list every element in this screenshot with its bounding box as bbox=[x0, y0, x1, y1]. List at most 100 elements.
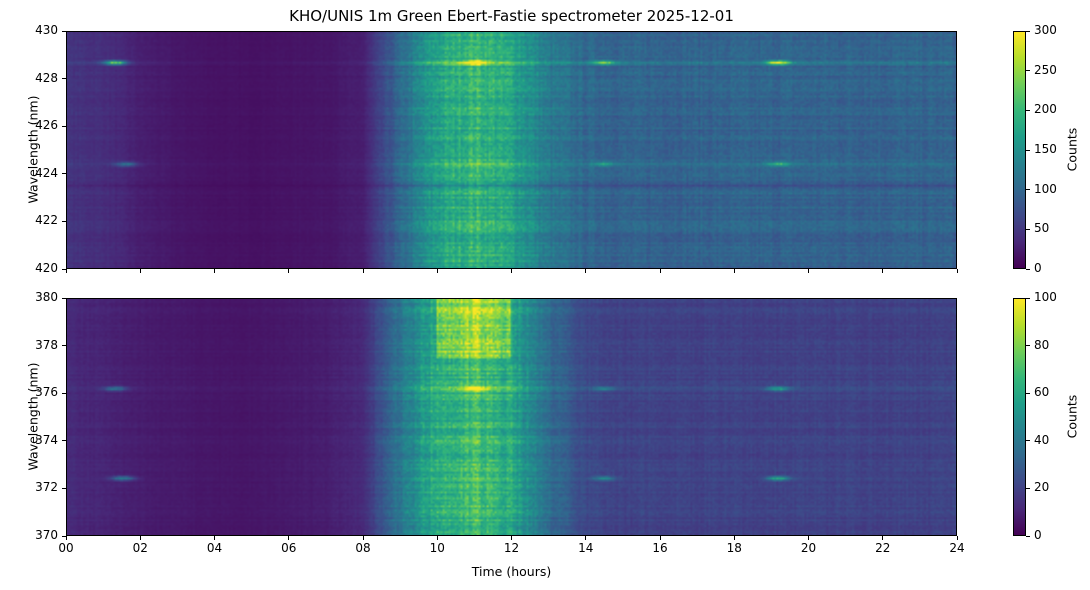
x-tick-mark bbox=[65, 269, 67, 273]
colorbar-tick-label: 100 bbox=[1034, 181, 1057, 196]
colorbar-label-top: Counts bbox=[1064, 127, 1080, 172]
colorbar-tick-label: 300 bbox=[1034, 23, 1057, 37]
y-tick-label: 430 bbox=[35, 23, 58, 37]
x-tick-mark bbox=[585, 269, 587, 273]
colorbar-tick-mark bbox=[1026, 487, 1030, 489]
x-axis-label: Time (hours) bbox=[471, 564, 552, 579]
heatmap-bottom-panel bbox=[66, 298, 957, 536]
colorbar-tick-label: 150 bbox=[1034, 142, 1057, 156]
y-tick-mark bbox=[62, 220, 66, 222]
colorbar-tick-label: 250 bbox=[1034, 62, 1057, 77]
y-tick-label: 428 bbox=[35, 70, 58, 85]
y-tick-label: 378 bbox=[35, 337, 58, 352]
x-tick-mark bbox=[733, 269, 735, 273]
x-tick-mark bbox=[362, 536, 364, 540]
colorbar-tick-mark bbox=[1026, 535, 1030, 537]
y-tick-mark bbox=[62, 392, 66, 394]
y-tick-mark bbox=[62, 30, 66, 32]
x-tick-mark bbox=[511, 269, 512, 273]
colorbar-tick-mark bbox=[1026, 297, 1030, 299]
x-tick-mark bbox=[139, 536, 141, 540]
x-tick-label: 02 bbox=[132, 541, 148, 555]
colorbar-tick-label: 60 bbox=[1034, 385, 1050, 400]
x-tick-mark bbox=[214, 269, 215, 273]
heatmap-top-panel bbox=[66, 31, 957, 269]
y-tick-label: 426 bbox=[35, 118, 58, 133]
x-tick-mark bbox=[214, 536, 215, 540]
y-tick-label: 420 bbox=[35, 261, 58, 275]
x-tick-label: 08 bbox=[355, 541, 371, 555]
colorbar-label-bottom: Counts bbox=[1064, 394, 1080, 439]
colorbar-tick-mark bbox=[1026, 392, 1030, 394]
y-tick-label: 374 bbox=[35, 432, 58, 447]
y-tick-mark bbox=[62, 345, 66, 347]
heatmap-top-cells bbox=[67, 32, 956, 268]
x-tick-mark bbox=[585, 536, 587, 540]
colorbar-tick-label: 50 bbox=[1034, 221, 1050, 236]
y-tick-mark bbox=[62, 487, 66, 489]
y-axis-label-top: Wavelength (nm) bbox=[25, 95, 41, 204]
y-tick-mark bbox=[62, 78, 66, 80]
x-tick-label: 18 bbox=[726, 541, 742, 555]
x-tick-label: 16 bbox=[652, 541, 668, 555]
x-tick-label: 00 bbox=[58, 541, 74, 555]
colorbar-tick-mark bbox=[1026, 345, 1030, 347]
colorbar-tick-mark bbox=[1026, 228, 1030, 230]
colorbar-tick-mark bbox=[1026, 189, 1030, 191]
x-tick-label: 10 bbox=[429, 541, 445, 555]
colorbar-tick-label: 20 bbox=[1034, 480, 1050, 495]
x-tick-label: 12 bbox=[503, 541, 520, 555]
x-tick-mark bbox=[808, 536, 809, 540]
x-tick-label: 14 bbox=[578, 541, 594, 555]
x-tick-label: 04 bbox=[206, 541, 223, 555]
y-tick-mark bbox=[62, 297, 66, 299]
y-tick-label: 376 bbox=[35, 385, 58, 400]
x-tick-mark bbox=[956, 269, 958, 273]
colorbar-tick-mark bbox=[1026, 440, 1030, 442]
colorbar-tick-mark bbox=[1026, 149, 1030, 151]
y-tick-label: 370 bbox=[35, 528, 58, 542]
x-tick-mark bbox=[956, 536, 958, 540]
x-tick-mark bbox=[436, 536, 438, 540]
y-tick-mark bbox=[62, 173, 66, 175]
chart-title: KHO/UNIS 1m Green Ebert-Fastie spectrome… bbox=[289, 7, 734, 25]
colorbar-top bbox=[1013, 31, 1026, 269]
y-tick-label: 372 bbox=[35, 480, 58, 495]
y-tick-label: 380 bbox=[35, 290, 58, 304]
colorbar-tick-label: 100 bbox=[1034, 290, 1057, 304]
x-tick-mark bbox=[882, 269, 884, 273]
x-tick-mark bbox=[288, 269, 290, 273]
colorbar-tick-label: 80 bbox=[1034, 337, 1050, 352]
x-tick-mark bbox=[362, 269, 364, 273]
y-tick-mark bbox=[62, 268, 66, 270]
x-tick-mark bbox=[65, 536, 67, 540]
x-tick-label: 20 bbox=[800, 541, 817, 555]
x-tick-label: 24 bbox=[949, 541, 965, 555]
x-tick-label: 22 bbox=[875, 541, 891, 555]
colorbar-bottom bbox=[1013, 298, 1026, 536]
colorbar-tick-label: 0 bbox=[1034, 528, 1042, 542]
x-tick-mark bbox=[436, 269, 438, 273]
x-tick-label: 06 bbox=[281, 541, 297, 555]
y-tick-mark bbox=[62, 125, 66, 127]
colorbar-tick-mark bbox=[1026, 70, 1030, 72]
y-tick-label: 422 bbox=[35, 213, 58, 228]
x-tick-mark bbox=[511, 536, 512, 540]
x-tick-mark bbox=[659, 269, 661, 273]
x-tick-mark bbox=[882, 536, 884, 540]
x-tick-mark bbox=[659, 536, 661, 540]
x-tick-mark bbox=[733, 536, 735, 540]
heatmap-bottom-cells bbox=[67, 299, 956, 535]
y-axis-label-bottom: Wavelength (nm) bbox=[25, 362, 41, 471]
y-tick-mark bbox=[62, 440, 66, 442]
y-tick-mark bbox=[62, 535, 66, 537]
colorbar-tick-mark bbox=[1026, 30, 1030, 32]
x-tick-mark bbox=[288, 536, 290, 540]
colorbar-tick-mark bbox=[1026, 109, 1030, 111]
colorbar-tick-label: 40 bbox=[1034, 432, 1050, 447]
y-tick-label: 424 bbox=[35, 165, 58, 180]
colorbar-tick-mark bbox=[1026, 268, 1030, 270]
colorbar-tick-label: 200 bbox=[1034, 102, 1057, 117]
colorbar-tick-label: 0 bbox=[1034, 261, 1042, 275]
